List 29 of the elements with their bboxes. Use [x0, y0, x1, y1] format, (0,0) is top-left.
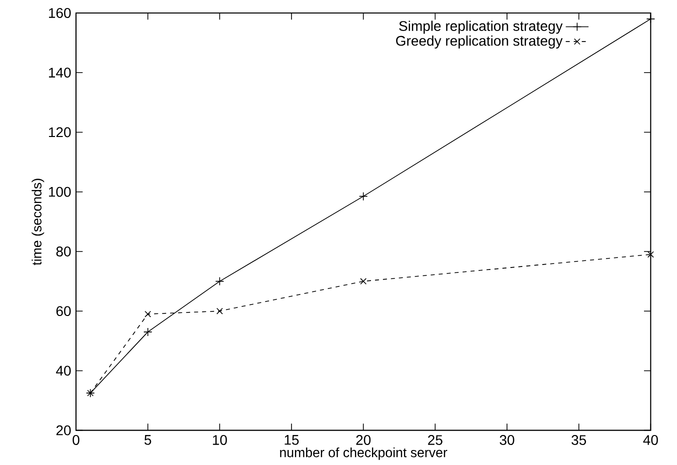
y-tick-label: 100 [49, 186, 71, 197]
x-tick-label: 5 [144, 435, 152, 445]
y-tick-label: 60 [56, 306, 71, 316]
point [646, 14, 656, 24]
point [144, 310, 152, 318]
point [143, 328, 152, 336]
y-tick-label: 160 [49, 8, 71, 18]
legend-label: Simple replication strategy [399, 20, 563, 34]
x-tick-label: 10 [212, 435, 227, 445]
y-tick-label: 80 [56, 246, 71, 256]
x-axis-title: number of checkpoint server [280, 447, 448, 460]
x-tick-label: 40 [643, 435, 658, 445]
x-tick-label: 0 [72, 435, 80, 445]
x-tick-label: 35 [572, 435, 586, 445]
x-tick-label: 25 [428, 435, 442, 445]
y-tick-label: 20 [56, 425, 71, 436]
x-tick-label: 15 [284, 435, 299, 445]
legend-label: Greedy replication strategy [396, 36, 563, 49]
point [360, 278, 367, 285]
point [358, 192, 368, 201]
y-tick-label: 120 [49, 127, 71, 138]
x-tick-label: 30 [500, 435, 514, 445]
y-tick-label: 40 [56, 366, 71, 376]
point [216, 308, 223, 314]
x-tick-label: 20 [356, 435, 371, 445]
y-axis-title: time (seconds) [32, 178, 44, 266]
point [215, 276, 224, 286]
point [647, 251, 654, 258]
y-tick-label: 140 [49, 68, 71, 78]
